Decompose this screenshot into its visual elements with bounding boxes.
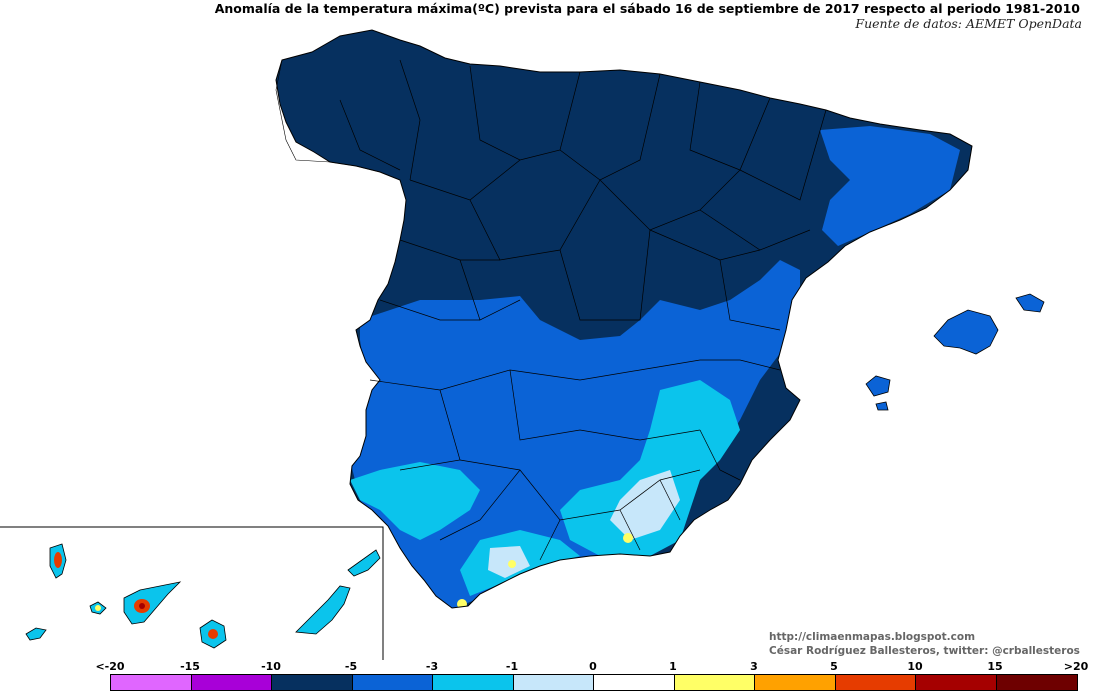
- legend-swatch-1: [191, 675, 272, 690]
- tenerife: [123, 581, 182, 625]
- lanzarote: [347, 549, 381, 577]
- legend-swatch-9: [835, 675, 916, 690]
- province-borders: [339, 59, 827, 561]
- legend-label-12: >20: [1063, 660, 1089, 673]
- canary-islands: [25, 543, 381, 649]
- legend-color-bar: [110, 674, 1078, 691]
- tenerife-peak: [139, 603, 145, 609]
- data-source: Fuente de datos: AEMET OpenData: [855, 16, 1082, 31]
- ibiza: [865, 375, 891, 397]
- legend-label-6: 0: [589, 660, 597, 673]
- menorca: [1015, 293, 1045, 313]
- mallorca: [933, 309, 999, 355]
- legend-label-3: -5: [344, 660, 358, 673]
- legend-label-1: -15: [180, 660, 200, 673]
- legend-swatch-10: [916, 675, 997, 690]
- legend-swatch-0: [111, 675, 192, 690]
- legend-label-4: -3: [425, 660, 439, 673]
- la-gomera-hot: [95, 605, 101, 611]
- gran-canaria-hot: [208, 629, 218, 639]
- zone-cool-sw: [350, 462, 480, 540]
- anomaly-map: [0, 29, 1045, 660]
- legend-swatch-7: [674, 675, 755, 690]
- legend-swatch-11: [996, 675, 1077, 690]
- zone-cold-ne: [820, 126, 960, 246]
- credit-author: César Rodríguez Ballesteros, twitter: @c…: [769, 645, 1080, 657]
- balearic-islands: [865, 293, 1045, 411]
- legend-swatch-4: [433, 675, 514, 690]
- legend-label-7: 1: [669, 660, 677, 673]
- fuerteventura: [295, 585, 351, 635]
- credit-blog: http://climaenmapas.blogspot.com: [769, 631, 976, 643]
- legend-swatch-3: [352, 675, 433, 690]
- zone-purple: [822, 100, 830, 108]
- zone-slightly-cool: [610, 470, 680, 540]
- legend-swatch-8: [755, 675, 836, 690]
- legend-swatch-6: [594, 675, 675, 690]
- zone-warm-1: [623, 533, 633, 543]
- legend-label-9: 5: [830, 660, 838, 673]
- anomaly-zones: [350, 100, 960, 608]
- legend-label-5: -1: [505, 660, 519, 673]
- legend-label-0: <-20: [95, 660, 125, 673]
- la-palma-hot: [54, 552, 62, 568]
- portugal-border: [275, 59, 401, 181]
- zone-cool-se: [560, 380, 740, 556]
- legend-swatch-2: [272, 675, 353, 690]
- map-title: Anomalía de la temperatura máxima(ºC) pr…: [214, 1, 1080, 16]
- el-hierro: [25, 627, 47, 641]
- legend-label-2: -10: [261, 660, 281, 673]
- legend-label-10: 10: [907, 660, 923, 673]
- legend-label-8: 3: [750, 660, 758, 673]
- zone-cold: [350, 260, 800, 608]
- legend-swatch-5: [513, 675, 594, 690]
- formentera: [875, 401, 889, 411]
- legend-label-11: 15: [987, 660, 1003, 673]
- canary-inset-frame: [0, 526, 384, 660]
- zone-warm-2: [508, 560, 516, 568]
